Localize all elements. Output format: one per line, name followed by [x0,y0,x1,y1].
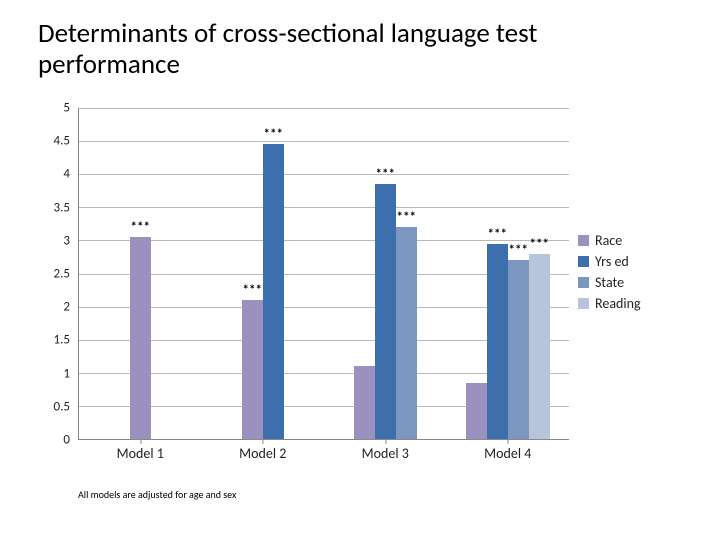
legend-label: Reading [595,295,641,312]
significance-label: *** [530,237,549,252]
legend-item: Reading [578,295,682,312]
bar [466,383,487,439]
legend-item: Yrs ed [578,253,682,270]
bar [508,260,529,439]
bar [487,244,508,439]
legend-label: Yrs ed [595,253,629,270]
significance-label: *** [488,227,507,242]
bar [354,366,375,439]
bar-group: *** *** [354,108,417,439]
legend: Race Yrs ed State Reading [578,228,682,316]
significance-label: *** [243,283,262,298]
y-tick-label: 0 [63,433,70,448]
y-axis: 00.511.522.533.544.55 [38,108,74,440]
x-tick-label: Model 1 [117,445,164,462]
bar [375,184,396,439]
significance-label: *** [376,167,395,182]
y-tick-label: 4.5 [54,134,70,149]
bar [242,300,263,439]
significance-label: *** [264,127,283,142]
plot-area: ***Model 1******Model 2******Model 3****… [78,108,569,440]
page-title: Determinants of cross-sectional language… [38,18,678,80]
legend-item: Race [578,232,682,249]
footnote: All models are adjusted for age and sex [78,488,236,501]
y-tick-label: 2 [63,300,70,315]
y-tick-label: 3 [63,233,70,248]
legend-swatch [578,298,589,309]
y-tick-label: 2.5 [54,267,70,282]
bar-group: *** *** [242,108,284,439]
y-tick-label: 0.5 [54,399,70,414]
bar [263,144,284,439]
y-tick-label: 3.5 [54,200,70,215]
bar [396,227,417,439]
legend-swatch [578,256,589,267]
legend-swatch [578,277,589,288]
slide: Determinants of cross-sectional language… [0,0,720,540]
legend-swatch [578,235,589,246]
y-tick-label: 1 [63,366,70,381]
legend-item: State [578,274,682,291]
x-tick-label: Model 2 [239,445,286,462]
x-tick-label: Model 3 [362,445,409,462]
legend-label: Race [595,232,622,249]
significance-label: *** [131,220,150,235]
significance-label: *** [397,210,416,225]
bar [529,254,550,439]
significance-label: *** [509,243,528,258]
bar [130,237,151,439]
y-tick-label: 4 [63,167,70,182]
y-tick-label: 5 [63,101,70,116]
x-tick-label: Model 4 [484,445,531,462]
chart: 00.511.522.533.544.55 ***Model 1******Mo… [38,108,682,468]
bar-group: ********* [466,108,550,439]
legend-label: State [595,274,624,291]
bar-group: *** [130,108,151,439]
y-tick-label: 1.5 [54,333,70,348]
